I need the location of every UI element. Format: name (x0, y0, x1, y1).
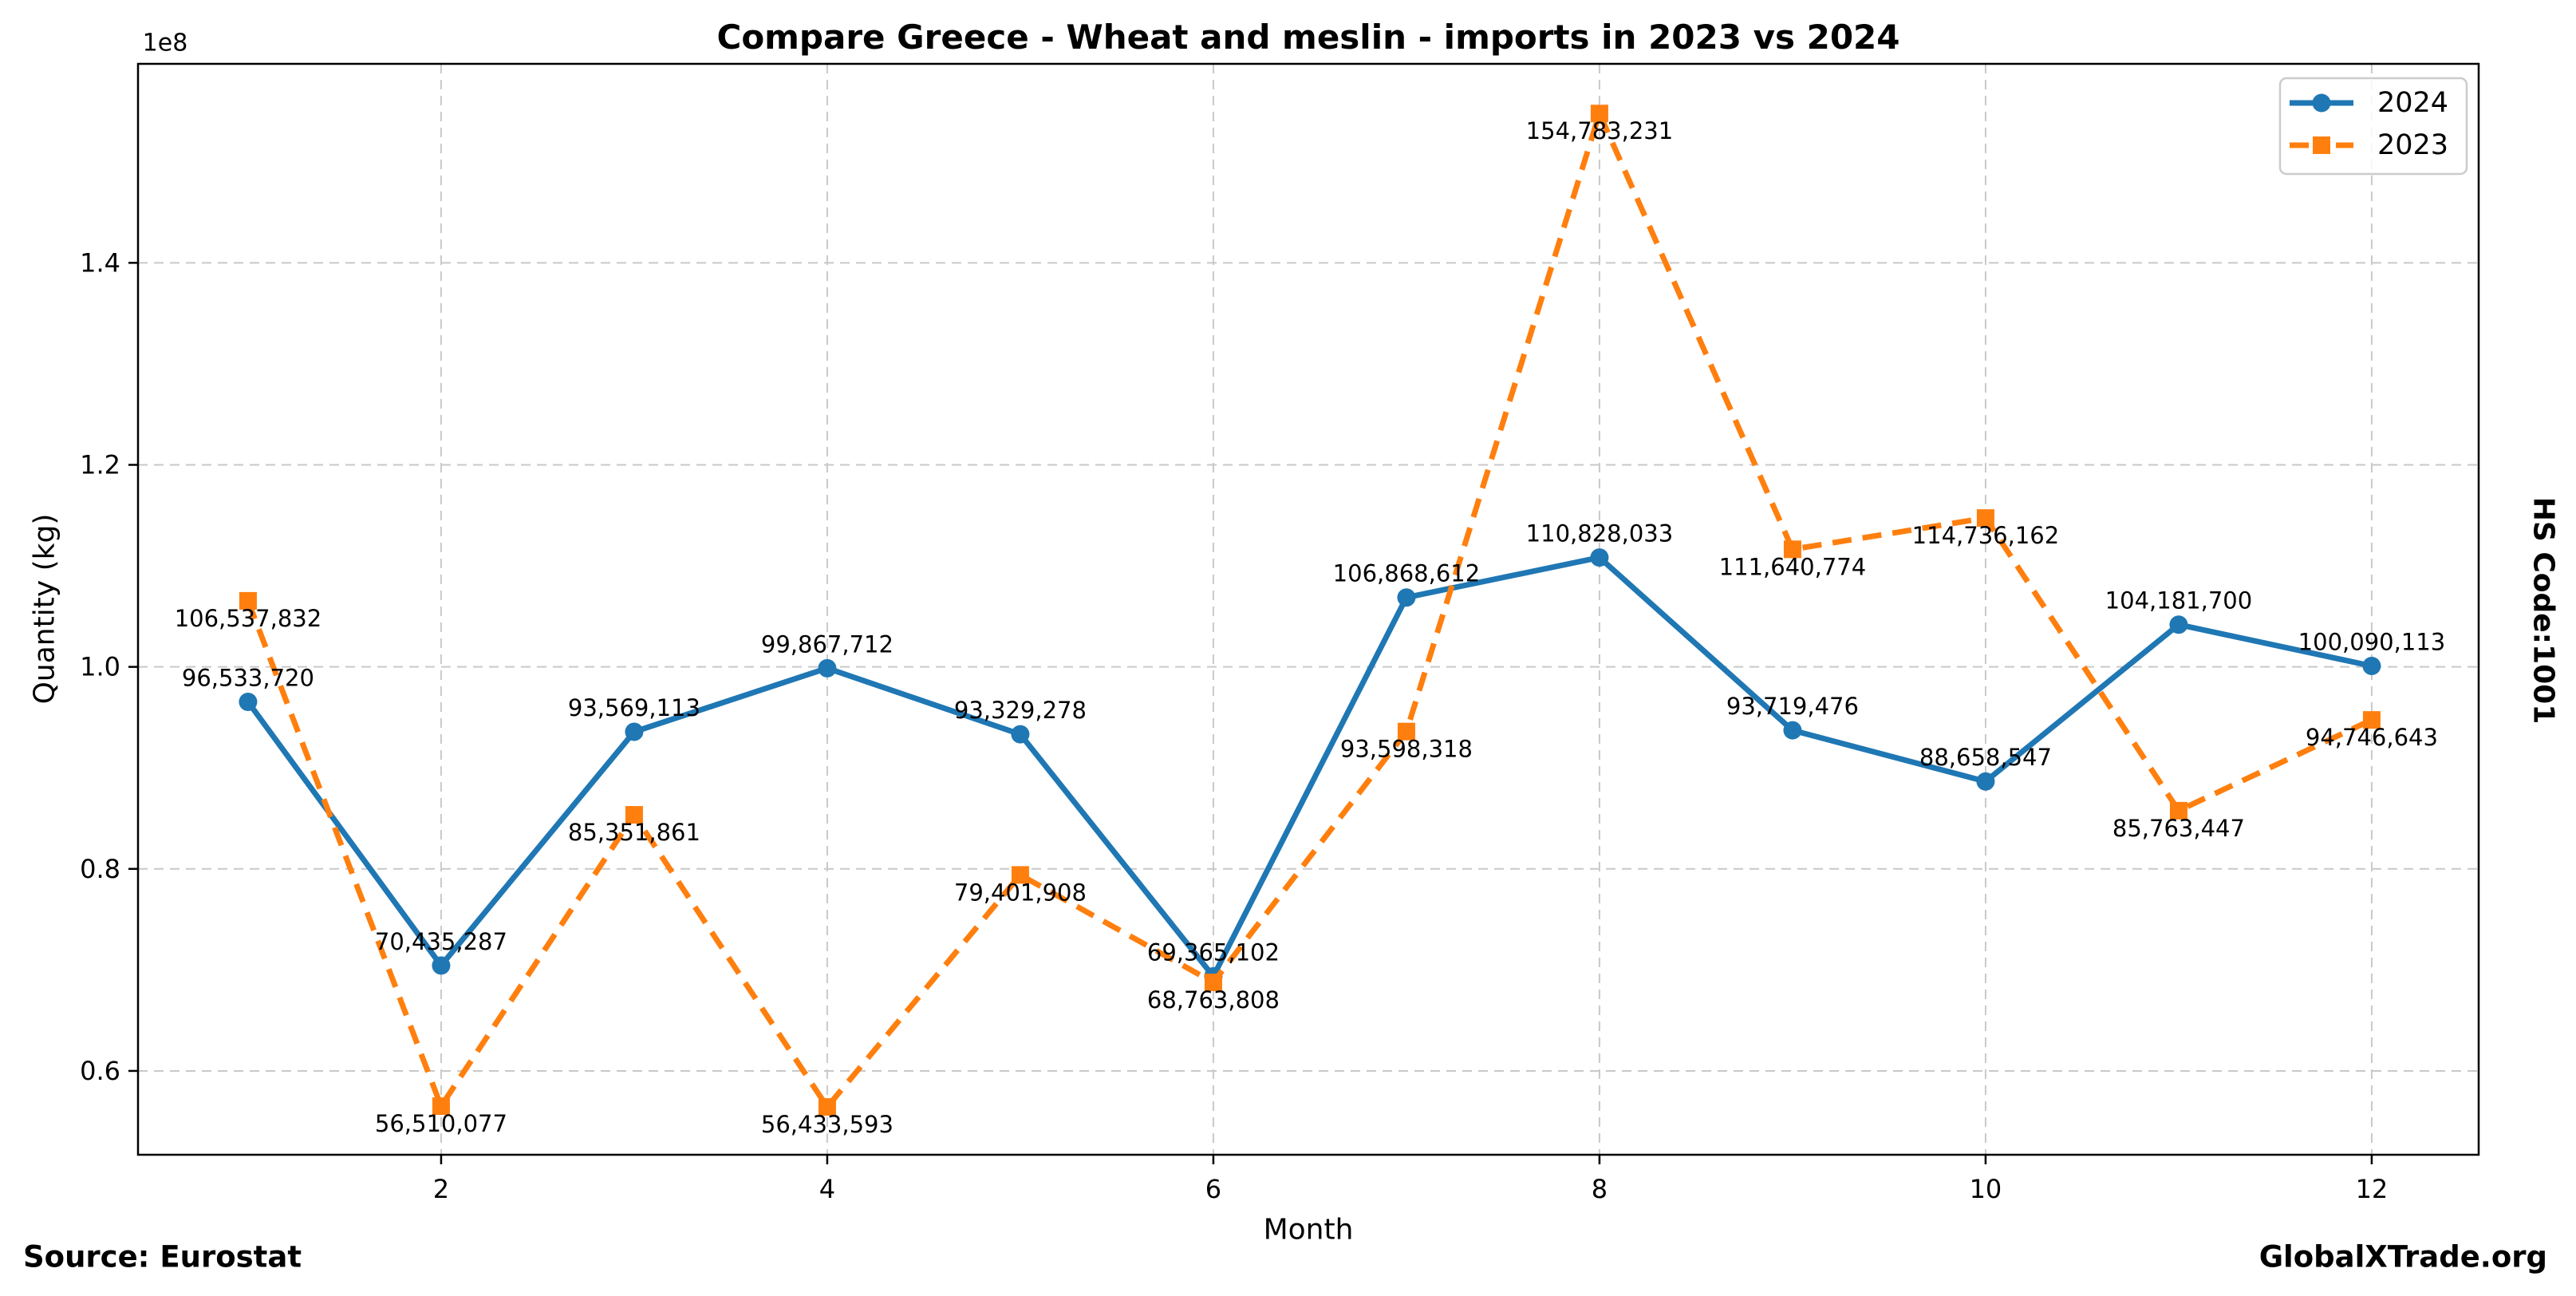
marker-2024-10 (1976, 772, 1995, 791)
y-tick-label-1.2: 1.2 (80, 449, 120, 480)
marker-2024-3 (625, 722, 644, 741)
data-label-2023-4: 56,433,593 (761, 1111, 894, 1138)
data-label-2023-7: 93,598,318 (1340, 736, 1473, 763)
data-label-2024-9: 93,719,476 (1726, 693, 1859, 720)
series-line-2024 (246, 555, 2373, 979)
marker-2024-9 (1783, 721, 1802, 740)
data-label-2024-1: 96,533,720 (182, 665, 314, 692)
data-label-2024-3: 93,569,113 (568, 694, 700, 721)
data-label-2024-12: 100,090,113 (2298, 629, 2446, 656)
marker-2023-4 (818, 1098, 836, 1116)
marker-2024-12 (2362, 657, 2381, 676)
data-label-2023-3: 85,351,861 (568, 819, 700, 846)
x-tick-label-6: 6 (1205, 1174, 1221, 1204)
marker-2023-1 (239, 591, 257, 610)
series-line-2023 (245, 110, 2373, 1110)
marker-2023-8 (1590, 105, 1608, 123)
hs-code-label: HS Code:1001 (2527, 496, 2560, 725)
marker-2024-8 (1590, 548, 1609, 567)
data-label-2023-11: 85,763,447 (2112, 815, 2245, 842)
marker-2023-6 (1204, 974, 1222, 992)
data-label-2023-1: 106,537,832 (175, 605, 322, 632)
data-label-2024-10: 88,658,547 (1919, 744, 2052, 771)
y-axis-label: Quantity (kg) (28, 513, 61, 705)
data-label-2023-6: 68,763,808 (1147, 986, 1280, 1013)
data-label-2023-10: 114,736,162 (1912, 522, 2060, 549)
legend-swatch-marker-2024 (2312, 93, 2331, 113)
brand-credit: GlobalXTrade.org (2258, 1239, 2547, 1274)
legend: 2024 2023 (2278, 77, 2468, 176)
data-label-2024-2: 70,435,287 (375, 928, 507, 955)
data-label-2024-6: 69,365,102 (1147, 938, 1280, 966)
data-label-2024-7: 106,868,612 (1333, 560, 1481, 587)
source-credit: Source: Eurostat (23, 1239, 302, 1274)
marker-2024-4 (818, 658, 837, 678)
x-tick-label-12: 12 (2356, 1174, 2389, 1204)
marker-2024-7 (1397, 588, 1416, 607)
y-tick-label-1.0: 1.0 (80, 652, 120, 682)
legend-swatch-marker-2023 (2313, 136, 2330, 154)
y-tick-label-1.4: 1.4 (80, 247, 120, 278)
marker-2023-11 (2169, 801, 2187, 820)
marker-2024-1 (239, 693, 258, 712)
data-label-2024-8: 110,828,033 (1526, 520, 1674, 547)
y-tick-label-0.6: 0.6 (80, 1056, 120, 1086)
marker-2023-2 (432, 1097, 450, 1116)
chart-title: Compare Greece - Wheat and meslin - impo… (716, 18, 1900, 57)
marker-2023-9 (1783, 540, 1801, 559)
marker-2023-10 (1976, 509, 1994, 527)
marker-2024-2 (432, 956, 451, 975)
data-label-2024-4: 99,867,712 (761, 630, 894, 658)
x-tick-label-8: 8 (1592, 1174, 1608, 1204)
legend-label-2023: 2023 (2377, 129, 2448, 161)
x-tick-label-10: 10 (1970, 1174, 2002, 1204)
data-label-2023-9: 111,640,774 (1719, 553, 1867, 580)
marker-2024-5 (1011, 725, 1030, 744)
marker-2023-5 (1011, 866, 1029, 884)
marker-2023-12 (2362, 711, 2381, 729)
y-tick-label-0.8: 0.8 (80, 854, 120, 884)
x-tick-label-2: 2 (433, 1174, 449, 1204)
data-label-2023-8: 154,783,231 (1526, 117, 1674, 144)
data-label-2023-5: 79,401,908 (954, 879, 1087, 906)
data-label-2024-5: 93,329,278 (954, 697, 1087, 724)
data-label-2024-11: 104,181,700 (2105, 587, 2253, 614)
data-label-2023-2: 56,510,077 (375, 1110, 507, 1137)
marker-2023-3 (625, 806, 643, 824)
data-label-2023-12: 94,746,643 (2306, 724, 2438, 751)
marker-2023-7 (1397, 722, 1415, 741)
legend-label-2024: 2024 (2377, 87, 2448, 119)
y-axis-scale-label: 1e8 (142, 29, 188, 57)
x-axis-label: Month (1263, 1213, 1354, 1247)
marker-2024-11 (2169, 615, 2188, 634)
x-tick-label-4: 4 (819, 1174, 835, 1204)
plot-border (136, 62, 2480, 1156)
